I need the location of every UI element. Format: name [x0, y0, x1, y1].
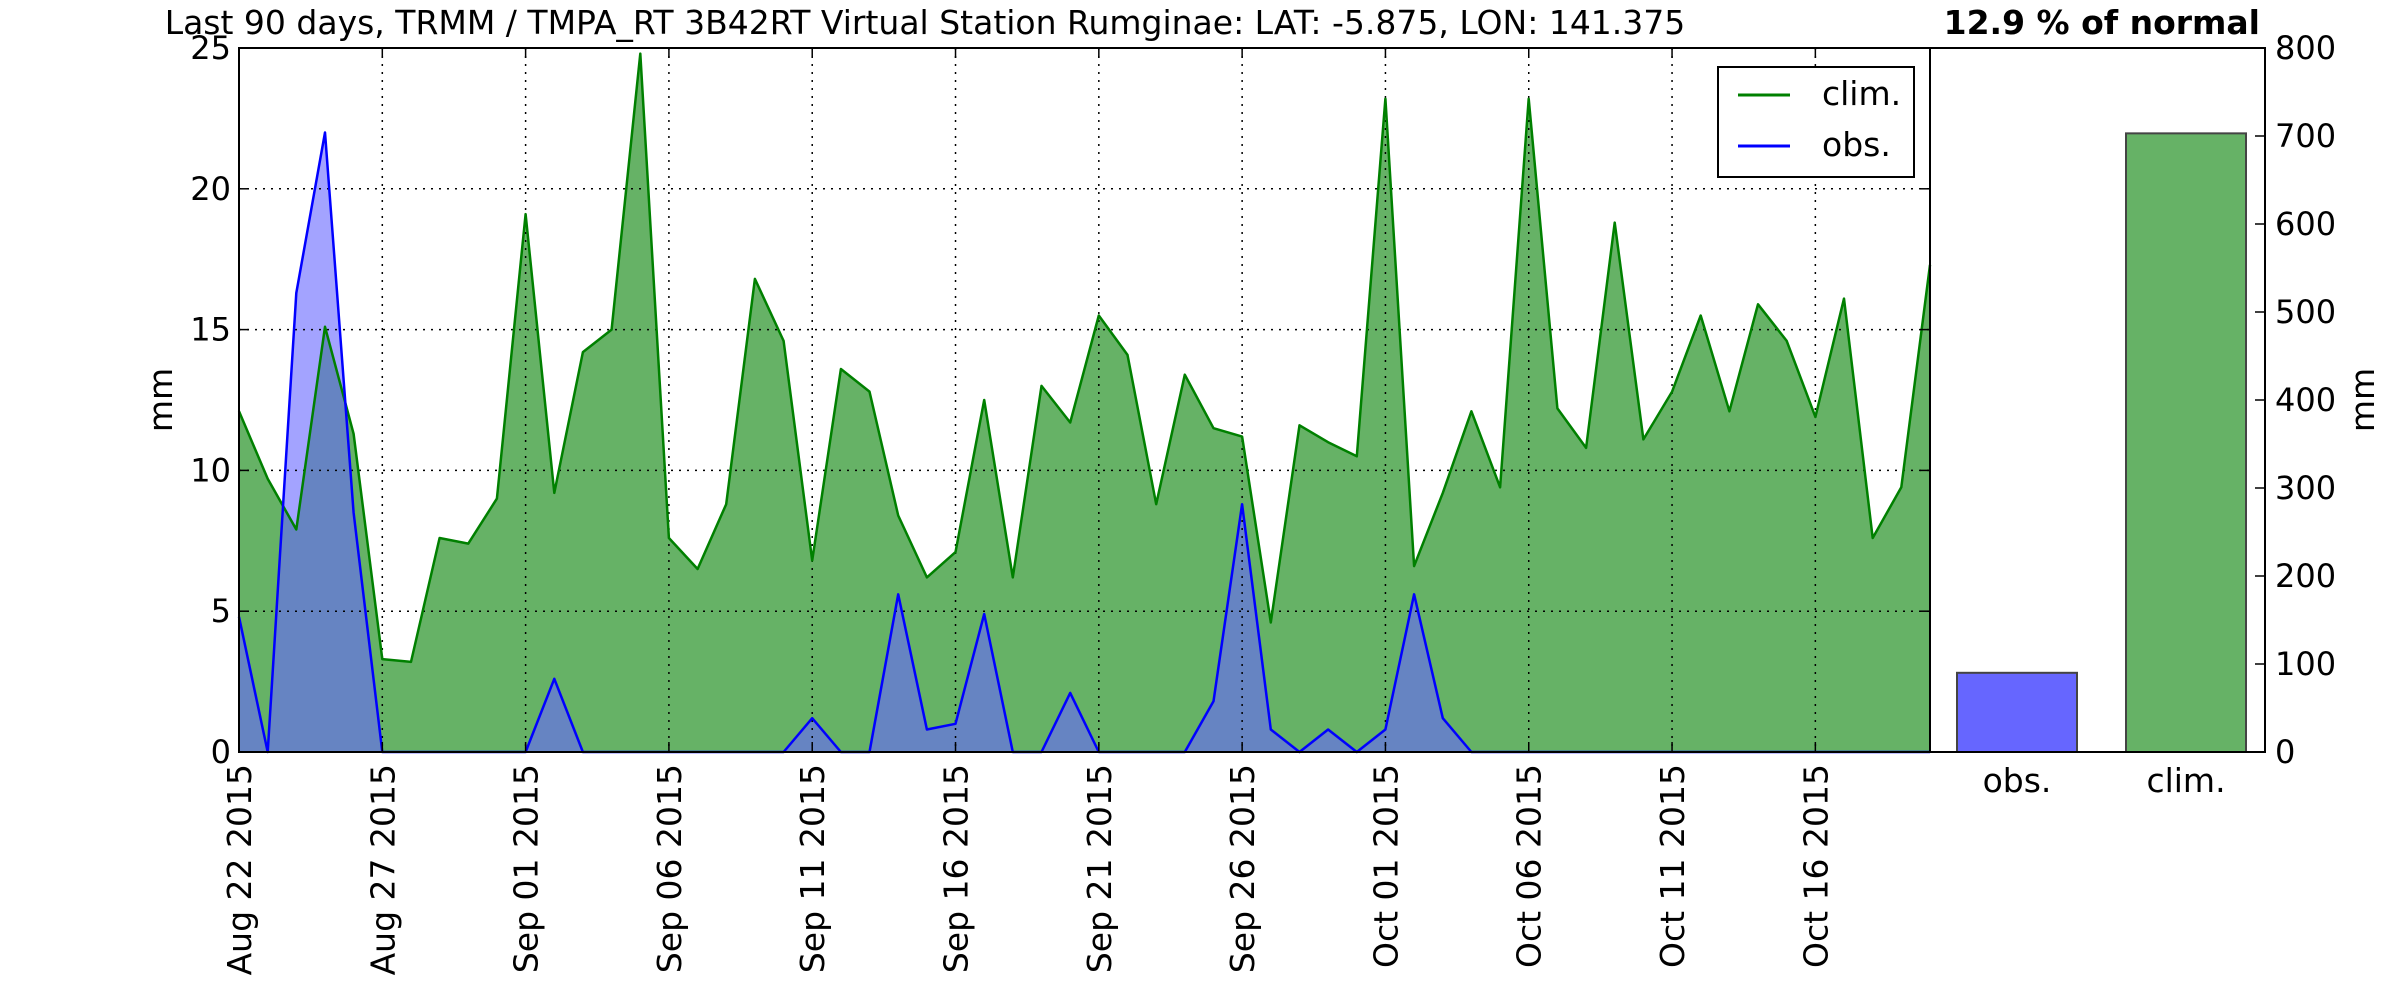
y-tick-label: 10: [190, 451, 231, 489]
total-comparison-bar-plot: obs. clim. 0 100 200 300 400 500 600 700 800 mm: [1929, 29, 2382, 800]
x-tick-label: Aug 22 2015: [220, 764, 259, 975]
bar-y-tick-label: 500: [2275, 293, 2336, 331]
y-tick-label: 20: [190, 170, 231, 208]
x-tick-label: Oct 06 2015: [1510, 764, 1549, 968]
bar-clim: [2125, 132, 2247, 754]
chart-title: Last 90 days, TRMM / TMPA_RT 3B42RT Virt…: [165, 3, 1686, 42]
main-timeseries-plot: 0 5 10 15 20 25 mm Aug 22 2015 Aug 27 2015 Sep 01…: [141, 29, 1932, 975]
x-tick-label: Oct 01 2015: [1366, 764, 1405, 968]
y-axis-label: mm: [141, 368, 180, 432]
y-tick-label: 25: [190, 29, 231, 67]
x-tick-label: Sep 16 2015: [937, 764, 976, 973]
legend-box: [1717, 66, 1915, 178]
x-tick-label: Sep 06 2015: [650, 764, 689, 973]
bar-y-tick-label: 700: [2275, 117, 2336, 155]
clim-series-line: [237, 52, 1932, 664]
bar-y-tick-label: 300: [2275, 469, 2336, 507]
bar-y-tick-label: 100: [2275, 645, 2336, 683]
x-tick-label: Aug 27 2015: [363, 764, 402, 975]
y-tick-label: 0: [211, 733, 231, 771]
x-tick-label: Oct 16 2015: [1796, 764, 1835, 968]
clim-area: [239, 53, 1930, 753]
bar-y-tick-label: 400: [2275, 381, 2336, 419]
bar-y-axis-label: mm: [2343, 368, 2382, 432]
legend-clim-label: clim.: [1822, 74, 1901, 113]
y-tick-label: 5: [211, 592, 231, 630]
y-tick-label: 15: [190, 311, 231, 349]
bar-category-label: obs.: [1983, 761, 2052, 800]
percent-of-normal-label: 12.9 % of normal: [1944, 3, 2260, 42]
bar-y-tick-label: 600: [2275, 205, 2336, 243]
legend-obs-label: obs.: [1822, 125, 1891, 164]
x-tick-label: Sep 11 2015: [793, 764, 832, 973]
x-tick-label: Sep 26 2015: [1223, 764, 1262, 973]
x-tick-label: Oct 11 2015: [1653, 764, 1692, 968]
bar-category-label: clim.: [2146, 761, 2225, 800]
x-tick-label: Sep 01 2015: [507, 764, 546, 973]
bar-y-tick-label: 200: [2275, 557, 2336, 595]
bar-y-tick-label: 0: [2275, 733, 2295, 771]
bar-obs: [1956, 671, 2078, 753]
legend: clim. obs.: [1717, 66, 1915, 178]
x-tick-label: Sep 21 2015: [1080, 764, 1119, 973]
bar-y-tick-label: 800: [2275, 29, 2336, 67]
